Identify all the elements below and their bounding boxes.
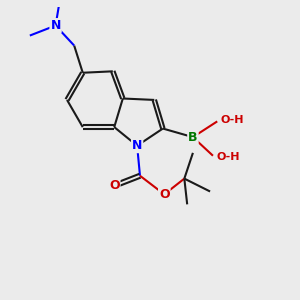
Text: N: N [50,19,61,32]
Text: O: O [109,179,119,192]
Text: O-H: O-H [216,152,240,162]
Text: B: B [188,130,198,144]
Text: N: N [132,139,142,152]
Text: O-H: O-H [220,115,244,125]
Text: O: O [159,188,169,201]
